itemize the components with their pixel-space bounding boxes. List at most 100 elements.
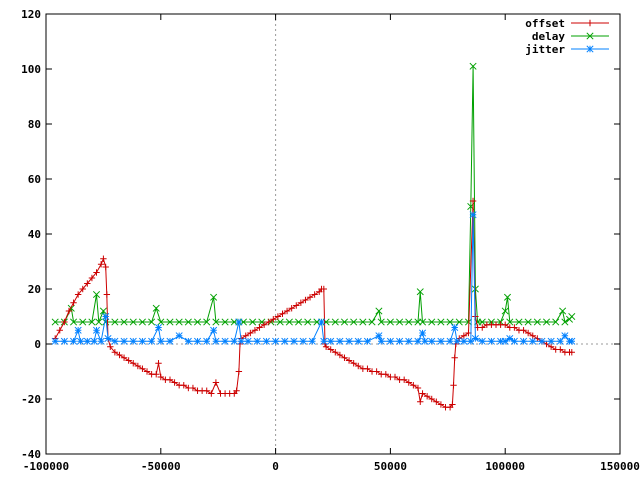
point-jitter: [203, 337, 211, 345]
point-offset: [139, 365, 146, 372]
point-jitter: [308, 337, 316, 345]
point-jitter: [221, 337, 229, 345]
point-offset: [547, 343, 555, 350]
x-tick-label: -100000: [23, 460, 69, 473]
point-jitter: [290, 337, 298, 345]
x-tick-label: 150000: [600, 460, 640, 473]
point-delay: [95, 318, 103, 326]
y-tick-label: 100: [21, 63, 41, 76]
legend-item-offset: offset: [525, 17, 609, 30]
point-jitter: [478, 337, 486, 345]
y-tick-label: 40: [28, 228, 41, 241]
point-offset: [97, 261, 105, 268]
point-delay: [285, 318, 293, 326]
point-offset: [355, 362, 362, 370]
point-jitter: [193, 337, 202, 345]
point-offset: [568, 349, 575, 356]
point-offset: [320, 285, 328, 293]
point-offset: [166, 376, 174, 383]
point-jitter: [148, 337, 156, 345]
point-delay: [111, 318, 119, 326]
point-delay: [138, 318, 146, 326]
point-delay: [386, 318, 394, 326]
point-jitter: [272, 337, 280, 345]
point-offset: [332, 349, 339, 356]
point-offset: [350, 360, 357, 367]
legend-marker-jitter: [586, 45, 594, 53]
point-offset: [288, 305, 295, 312]
point-delay: [350, 318, 358, 326]
point-offset: [382, 371, 390, 378]
point-delay: [193, 318, 202, 326]
point-offset: [256, 324, 263, 331]
point-jitter: [210, 326, 218, 334]
point-offset: [74, 291, 82, 298]
point-delay: [120, 318, 128, 326]
y-tick-label: 80: [28, 118, 41, 131]
point-offset: [322, 343, 330, 350]
point-jitter: [421, 337, 429, 345]
point-jitter: [487, 337, 495, 345]
point-offset: [341, 354, 348, 361]
point-offset: [293, 302, 300, 309]
point-jitter: [336, 337, 344, 345]
point-delay: [88, 318, 96, 326]
point-offset: [311, 291, 318, 298]
point-delay: [210, 293, 218, 301]
series-line-delay: [55, 66, 573, 323]
point-delay: [455, 318, 463, 326]
point-jitter: [69, 337, 78, 345]
point-offset: [153, 371, 160, 378]
point-offset: [70, 299, 77, 306]
point-jitter: [354, 337, 362, 345]
point-delay: [295, 318, 303, 326]
y-tick-label: -20: [21, 393, 41, 406]
point-delay: [478, 318, 486, 326]
point-offset: [283, 307, 291, 315]
y-tick-label: 20: [28, 283, 41, 296]
point-delay: [503, 293, 512, 301]
point-jitter: [451, 323, 459, 332]
point-offset: [414, 384, 422, 392]
point-delay: [552, 318, 560, 326]
point-jitter: [97, 337, 105, 345]
point-offset: [84, 280, 91, 287]
point-jitter: [154, 323, 163, 332]
point-jitter: [556, 337, 564, 345]
point-jitter: [175, 332, 183, 340]
point-jitter: [377, 337, 385, 345]
point-delay: [524, 318, 532, 326]
point-jitter: [428, 337, 436, 345]
point-delay: [175, 318, 183, 326]
point-delay: [428, 318, 436, 326]
point-jitter: [471, 334, 479, 343]
point-jitter: [453, 337, 461, 345]
point-jitter: [157, 337, 165, 345]
point-offset: [417, 398, 424, 405]
point-offset: [270, 316, 277, 323]
point-offset: [102, 263, 109, 271]
point-jitter: [104, 334, 112, 343]
point-offset: [428, 395, 435, 403]
x-tick-label: 0: [272, 460, 279, 473]
point-offset: [260, 321, 268, 328]
point-delay: [469, 62, 477, 70]
point-jitter: [60, 337, 68, 345]
point-delay: [559, 307, 567, 315]
point-offset: [437, 401, 445, 408]
point-jitter: [561, 332, 569, 340]
point-offset: [235, 368, 243, 375]
point-offset: [242, 332, 249, 339]
point-delay: [416, 288, 424, 296]
point-delay: [368, 318, 376, 326]
point-delay: [533, 318, 541, 326]
point-delay: [203, 318, 211, 326]
point-offset: [203, 387, 210, 394]
point-jitter: [414, 337, 422, 345]
point-jitter: [547, 337, 555, 345]
point-offset: [251, 327, 259, 334]
point-delay: [212, 318, 220, 326]
y-tick-label: 60: [28, 173, 41, 186]
y-tick-label: 0: [34, 338, 41, 351]
